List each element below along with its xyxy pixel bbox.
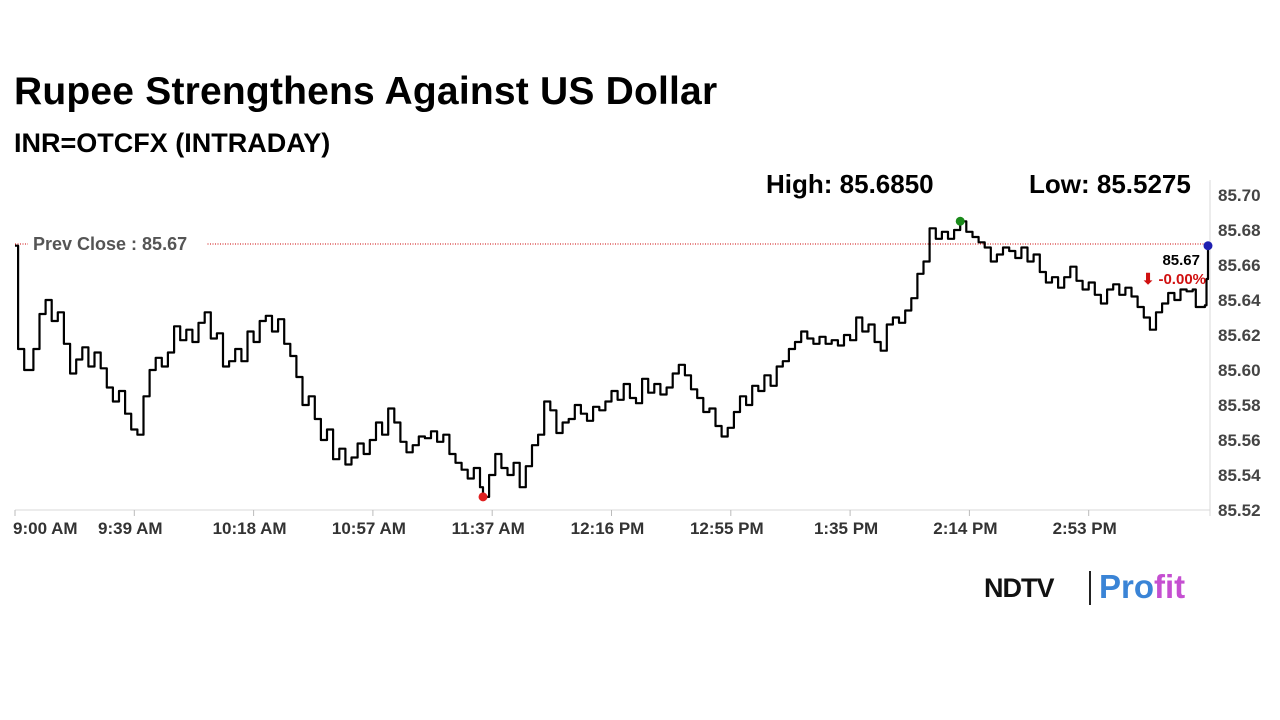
low-marker: [478, 492, 488, 502]
x-tick-label: 12:16 PM: [571, 519, 645, 538]
high-value-label: High: 85.6850: [766, 169, 934, 199]
chart-subtitle: INR=OTCFX (INTRADAY): [14, 128, 331, 158]
x-axis-ticks: 9:00 AM 9:39 AM 10:18 AM 10:57 AM 11:37 AM 12…: [13, 510, 1117, 538]
last-price-marker: [1203, 241, 1213, 251]
x-tick-label: 9:39 AM: [98, 519, 163, 538]
x-tick-label: 2:14 PM: [933, 519, 997, 538]
y-axis-ticks: 85.70 85.68 85.66 85.64 85.62 85.60 85.58 85.56…: [1218, 186, 1261, 520]
last-price-label: 85.67: [1162, 252, 1200, 269]
y-tick-label: 85.68: [1218, 221, 1261, 240]
logo-ndtv-text: NDTV: [984, 573, 1054, 603]
x-tick-label: 12:55 PM: [690, 519, 764, 538]
logo-profit-text: Profit: [1099, 568, 1186, 605]
x-tick-label: 1:35 PM: [814, 519, 878, 538]
logo-divider: [1089, 571, 1091, 605]
y-tick-label: 85.52: [1218, 501, 1261, 520]
x-tick-label: 11:37 AM: [452, 519, 525, 538]
y-tick-label: 85.66: [1218, 256, 1261, 275]
series-line: [15, 220, 1210, 498]
x-tick-label: 2:53 PM: [1053, 519, 1117, 538]
y-tick-label: 85.56: [1218, 431, 1261, 450]
chart-title: Rupee Strengthens Against US Dollar: [14, 70, 718, 113]
prev-close-label: Prev Close : 85.67: [33, 234, 187, 254]
y-tick-label: 85.70: [1218, 186, 1261, 205]
y-tick-label: 85.54: [1218, 466, 1261, 485]
prev-close-label-bg: [28, 231, 206, 253]
x-tick-label: 10:18 AM: [213, 519, 287, 538]
y-tick-label: 85.62: [1218, 326, 1261, 345]
y-tick-label: 85.58: [1218, 396, 1261, 415]
low-value-label: Low: 85.5275: [1029, 169, 1191, 199]
y-tick-label: 85.60: [1218, 361, 1261, 380]
y-tick-label: 85.64: [1218, 291, 1261, 310]
last-change-label: ⬇ -0.00%: [1142, 271, 1206, 288]
high-marker: [955, 216, 965, 226]
x-tick-label: 10:57 AM: [332, 519, 406, 538]
x-tick-label: 9:00 AM: [13, 519, 78, 538]
